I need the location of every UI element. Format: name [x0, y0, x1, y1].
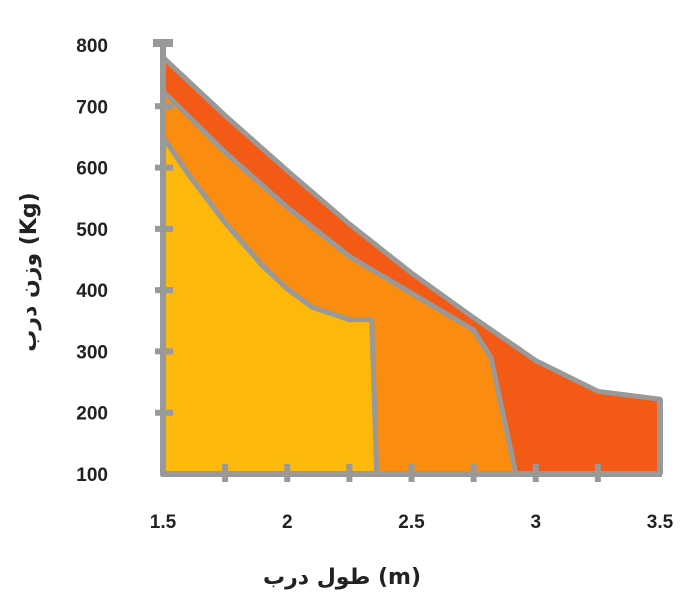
y-tick-label: 300: [76, 342, 108, 363]
x-tick-label: 2: [282, 512, 293, 533]
tick-group: 100 200 300 400 500 600 700 800 1.5 2 2.5 3 3.5: [76, 36, 673, 533]
x-tick-label: 1.5: [150, 512, 177, 533]
area-inner: [160, 134, 380, 477]
y-axis-title: وزن درب (Kg): [17, 192, 42, 351]
y-tick-label: 100: [76, 465, 108, 486]
x-axis-title: طول درب (m): [263, 565, 421, 590]
y-tick-label: 600: [76, 159, 108, 180]
x-tick-label: 3: [530, 512, 541, 533]
y-tick-label: 700: [76, 97, 108, 118]
y-tick-label: 800: [76, 36, 108, 57]
y-tick-label: 500: [76, 220, 108, 241]
y-tick-label: 400: [76, 281, 108, 302]
area-series-group: [160, 54, 663, 477]
x-tick-label: 2.5: [398, 512, 425, 533]
x-tick-label: 3.5: [647, 512, 674, 533]
y-axis-cap: [153, 39, 173, 47]
y-tick-label: 200: [76, 404, 108, 425]
